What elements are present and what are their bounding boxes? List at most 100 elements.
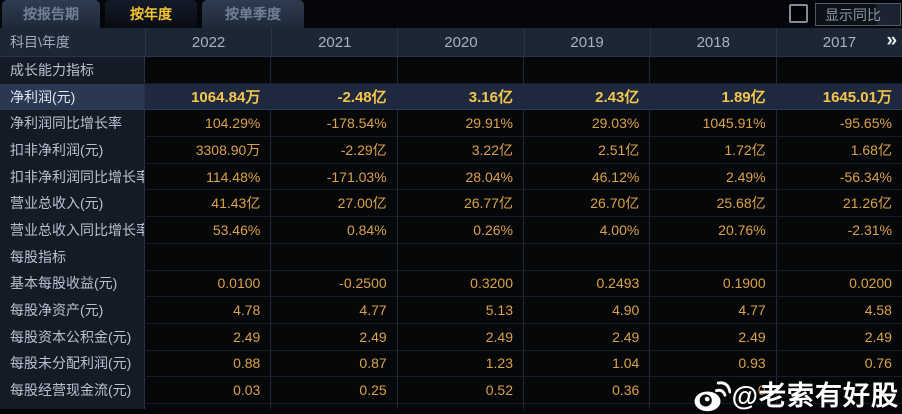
value-cell: 41.43亿 <box>145 190 272 217</box>
value-cell: 114.48% <box>145 163 272 190</box>
value-cell: 26.77亿 <box>397 190 524 217</box>
value-cell: 46.12% <box>523 163 651 190</box>
value-cell: 4.58 <box>776 297 902 323</box>
more-columns-icon[interactable]: » <box>886 30 898 51</box>
value-cell: 0 <box>650 377 777 403</box>
value-cell: 2.51亿 <box>523 137 651 163</box>
corner-header: 科目\年度 <box>10 34 70 50</box>
value-cell: 0.52 <box>397 377 524 403</box>
row-label: 营业总收入同比增长率 <box>0 217 145 243</box>
tab-by-report-period[interactable]: 按报告期 <box>2 0 100 28</box>
value-cell: 0.26% <box>397 217 524 243</box>
value-cell <box>776 377 902 403</box>
row-label: 每股未分配利润(元) <box>0 350 145 377</box>
value-cell: 28.04% <box>397 163 524 190</box>
value-cell: 5.13 <box>397 297 524 323</box>
row-label: 每股指标 <box>0 243 145 270</box>
value-cell: 4.77 <box>271 297 398 323</box>
value-cell: 0.84% <box>271 217 398 243</box>
value-cell: 0.87 <box>271 350 398 377</box>
table-row-net-profit-yoy: 净利润同比增长率 104.29% -178.54% 29.91% 29.03% … <box>0 110 902 138</box>
value-cell: 4.00% <box>523 217 651 243</box>
partial-row <box>0 403 902 409</box>
year-header-2017: 2017 » <box>775 28 902 56</box>
value-cell: 3.16亿 <box>397 83 524 110</box>
value-cell: 1.72亿 <box>650 137 777 163</box>
value-cell: 0.36 <box>523 377 651 403</box>
table-row-net-asset-per-share: 每股净资产(元) 4.78 4.77 5.13 4.90 4.77 4.58 <box>0 297 902 324</box>
value-cell: 0.2493 <box>523 270 651 297</box>
value-cell: 1.68亿 <box>776 137 902 163</box>
year-header-2019: 2019 <box>523 28 650 56</box>
value-cell: 53.46% <box>145 217 272 243</box>
value-cell <box>650 57 777 83</box>
value-cell: 0.3200 <box>397 270 524 297</box>
row-label: 每股资本公积金(元) <box>0 323 145 350</box>
table-row-growth-section: 成长能力指标 <box>0 57 902 84</box>
row-label: 基本每股收益(元) <box>0 270 145 297</box>
row-label: 净利润同比增长率 <box>0 110 145 137</box>
table-row-basic-eps: 基本每股收益(元) 0.0100 -0.2500 0.3200 0.2493 0… <box>0 270 902 298</box>
value-cell: -2.31% <box>776 217 902 243</box>
row-label: 净利润(元) <box>0 83 145 110</box>
value-cell: 104.29% <box>145 110 272 137</box>
table-row-total-revenue-yoy: 营业总收入同比增长率 53.46% 0.84% 0.26% 4.00% 20.7… <box>0 217 902 244</box>
tabbar-spacer <box>309 0 789 28</box>
value-cell: 0.0200 <box>776 270 902 297</box>
value-cell: 0.88 <box>145 350 272 377</box>
value-cell: 0.25 <box>271 377 398 403</box>
value-cell: 27.00亿 <box>271 190 398 217</box>
value-cell: 4.78 <box>145 297 272 323</box>
value-cell: 2.43亿 <box>523 83 651 110</box>
value-cell <box>776 57 902 83</box>
value-cell: 29.91% <box>397 110 524 137</box>
year-header-2022: 2022 <box>145 28 271 56</box>
tab-by-year[interactable]: 按年度 <box>105 0 197 28</box>
value-cell: 0.76 <box>776 350 902 377</box>
value-cell <box>271 57 398 83</box>
value-cell: 1064.84万 <box>145 83 272 110</box>
value-cell: -171.03% <box>271 163 398 190</box>
value-cell: 1.89亿 <box>650 83 777 110</box>
row-label: 成长能力指标 <box>0 57 145 83</box>
value-cell <box>776 243 902 270</box>
table-row-capital-reserve-per-share: 每股资本公积金(元) 2.49 2.49 2.49 2.49 2.49 2.49 <box>0 323 902 351</box>
value-cell: 2.49 <box>523 323 651 350</box>
show-yoy-checkbox[interactable] <box>789 4 808 23</box>
table-row-total-revenue: 营业总收入(元) 41.43亿 27.00亿 26.77亿 26.70亿 25.… <box>0 190 902 218</box>
value-cell: 25.68亿 <box>650 190 777 217</box>
value-cell: -2.48亿 <box>271 83 398 110</box>
value-cell: 1045.91% <box>650 110 777 137</box>
table-row-undistributed-profit-per-share: 每股未分配利润(元) 0.88 0.87 1.23 1.04 0.93 0.76 <box>0 350 902 378</box>
value-cell <box>271 243 398 270</box>
row-label: 每股净资产(元) <box>0 297 145 323</box>
value-cell: 2.49 <box>650 323 777 350</box>
value-cell: -0.2500 <box>271 270 398 297</box>
table-body: 成长能力指标 净利润(元) 1064.84万 -2.48亿 3.16亿 2.43… <box>0 57 902 409</box>
value-cell: 2.49 <box>776 323 902 350</box>
value-cell: 29.03% <box>523 110 651 137</box>
row-label: 营业总收入(元) <box>0 190 145 217</box>
value-cell <box>397 57 524 83</box>
year-header-2017-label: 2017 <box>822 33 857 51</box>
value-cell <box>523 243 651 270</box>
table-row-operating-cashflow-per-share: 每股经营现金流(元) 0.03 0.25 0.52 0.36 0 <box>0 377 902 404</box>
value-cell <box>145 57 272 83</box>
value-cell: 0.1900 <box>650 270 777 297</box>
value-cell: 21.26亿 <box>776 190 902 217</box>
year-header-2018: 2018 <box>649 28 776 56</box>
value-cell: 2.49 <box>145 323 272 350</box>
tab-by-single-quarter[interactable]: 按单季度 <box>202 0 304 28</box>
value-cell: -56.34% <box>776 163 902 190</box>
year-header-2021: 2021 <box>271 28 397 56</box>
value-cell: -2.29亿 <box>271 137 398 163</box>
table-row-net-profit: 净利润(元) 1064.84万 -2.48亿 3.16亿 2.43亿 1.89亿… <box>0 83 902 111</box>
show-yoy-label[interactable]: 显示同比 <box>815 3 901 26</box>
value-cell: 26.70亿 <box>523 190 651 217</box>
value-cell: 4.90 <box>523 297 651 323</box>
value-cell: 0.93 <box>650 350 777 377</box>
value-cell: 3308.90万 <box>145 137 272 163</box>
value-cell: 2.49% <box>650 163 777 190</box>
row-label: 扣非净利润(元) <box>0 137 145 163</box>
table-row-deducted-net-profit: 扣非净利润(元) 3308.90万 -2.29亿 3.22亿 2.51亿 1.7… <box>0 137 902 164</box>
